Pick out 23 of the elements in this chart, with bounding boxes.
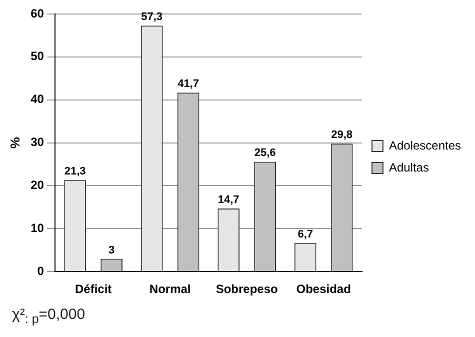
data-label: 25,6 (254, 147, 276, 160)
text: χ²$_{: p}$=0,000 (12, 306, 86, 326)
x-tick-label: Obesidad (296, 282, 351, 296)
y-tick-label: 60 (30, 6, 44, 20)
data-label: 3 (108, 244, 115, 256)
data-label: 29,8 (331, 129, 353, 142)
x-tick-label: Déficit (74, 282, 112, 296)
y-tick-label: 10 (30, 220, 44, 235)
legend-label: Adolescentes (388, 138, 461, 152)
legend-label: Adultas (388, 160, 429, 174)
data-label: 41,7 (178, 78, 200, 90)
data-label: 57,3 (141, 11, 163, 24)
y-tick-label: 30 (30, 135, 44, 150)
y-tick-label: 20 (30, 178, 44, 192)
y-tick-label: 40 (30, 92, 44, 106)
y-tick-label: 0 (37, 264, 44, 278)
data-label: 6,7 (298, 228, 313, 240)
data-label: 14,7 (218, 194, 240, 206)
x-tick-label: Normal (149, 282, 191, 296)
y-axis-title: % (7, 136, 22, 149)
x-tick-label: Sobrepeso (216, 282, 278, 296)
data-label: 21,3 (64, 166, 86, 178)
y-tick-label: 50 (30, 49, 44, 64)
